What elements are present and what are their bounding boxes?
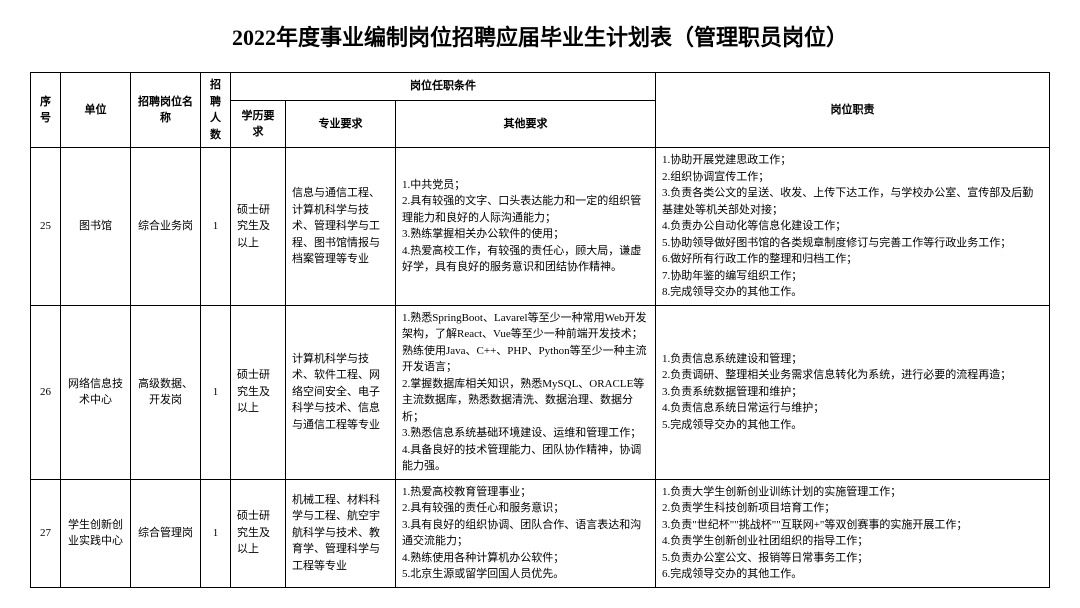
cell-other: 1.熟悉SpringBoot、Lavarel等至少一种常用Web开发架构，了解R… (396, 305, 656, 479)
cell-major: 计算机科学与技术、软件工程、网络空间安全、电子科学与技术、信息与通信工程等专业 (286, 305, 396, 479)
header-position: 招聘岗位名称 (131, 73, 201, 148)
list-item: 1.中共党员； (402, 177, 649, 194)
cell-major: 信息与通信工程、计算机科学与技术、管理科学与工程、图书馆情报与档案管理等专业 (286, 148, 396, 306)
cell-count: 1 (201, 479, 231, 587)
cell-unit: 学生创新创业实践中心 (61, 479, 131, 587)
cell-major: 机械工程、材料科学与工程、航空宇航科学与技术、教育学、管理科学与工程等专业 (286, 479, 396, 587)
cell-duty: 1.协助开展党建思政工作；2.组织协调宣传工作；3.负责各类公文的呈送、收发、上… (656, 148, 1050, 306)
list-item: 3.具有良好的组织协调、团队合作、语言表达和沟通交流能力； (402, 517, 649, 550)
cell-other: 1.热爱高校教育管理事业；2.具有较强的责任心和服务意识；3.具有良好的组织协调… (396, 479, 656, 587)
list-item: 8.完成领导交办的其他工作。 (662, 284, 1043, 301)
cell-duty: 1.负责大学生创新创业训练计划的实施管理工作；2.负责学生科技创新项目培育工作；… (656, 479, 1050, 587)
cell-seq: 26 (31, 305, 61, 479)
header-other: 其他要求 (396, 101, 656, 148)
list-item: 5.负责办公室公文、报销等日常事务工作； (662, 550, 1043, 567)
list-item: 3.熟悉信息系统基础环境建设、运维和管理工作； (402, 425, 649, 442)
list-item: 6.完成领导交办的其他工作。 (662, 566, 1043, 583)
table-row: 27学生创新创业实践中心综合管理岗1硕士研究生及以上机械工程、材料科学与工程、航… (31, 479, 1050, 587)
table-row: 26网络信息技术中心高级数据、开发岗1硕士研究生及以上计算机科学与技术、软件工程… (31, 305, 1050, 479)
header-duty: 岗位职责 (656, 73, 1050, 148)
list-item: 6.做好所有行政工作的整理和归档工作； (662, 251, 1043, 268)
cell-duty: 1.负责信息系统建设和管理；2.负责调研、整理相关业务需求信息转化为系统，进行必… (656, 305, 1050, 479)
list-item: 2.掌握数据库相关知识，熟悉MySQL、ORACLE等主流数据库，熟悉数据清洗、… (402, 376, 649, 426)
list-item: 4.负责学生创新创业社团组织的指导工作； (662, 533, 1043, 550)
list-item: 2.组织协调宣传工作； (662, 169, 1043, 186)
list-item: 3.负责各类公文的呈送、收发、上传下达工作，与学校办公室、宣传部及后勤基建处等机… (662, 185, 1043, 218)
list-item: 7.协助年鉴的编写组织工作； (662, 268, 1043, 285)
cell-position: 综合管理岗 (131, 479, 201, 587)
list-item: 5.完成领导交办的其他工作。 (662, 417, 1043, 434)
list-item: 3.负责"世纪杯""挑战杯""互联网+"等双创赛事的实施开展工作； (662, 517, 1043, 534)
list-item: 1.负责信息系统建设和管理； (662, 351, 1043, 368)
list-item: 2.具有较强的责任心和服务意识； (402, 500, 649, 517)
list-item: 4.具备良好的技术管理能力、团队协作精神，协调能力强。 (402, 442, 649, 475)
header-unit: 单位 (61, 73, 131, 148)
header-conditions-group: 岗位任职条件 (231, 73, 656, 101)
header-seq: 序号 (31, 73, 61, 148)
cell-unit: 图书馆 (61, 148, 131, 306)
header-major: 专业要求 (286, 101, 396, 148)
header-edu: 学历要求 (231, 101, 286, 148)
cell-seq: 25 (31, 148, 61, 306)
list-item: 4.热爱高校工作，有较强的责任心，顾大局，谦虚好学，具有良好的服务意识和团结协作… (402, 243, 649, 276)
cell-edu: 硕士研究生及以上 (231, 148, 286, 306)
cell-other: 1.中共党员；2.具有较强的文字、口头表达能力和一定的组织管理能力和良好的人际沟… (396, 148, 656, 306)
list-item: 1.熟悉SpringBoot、Lavarel等至少一种常用Web开发架构，了解R… (402, 310, 649, 376)
list-item: 3.负责系统数据管理和维护； (662, 384, 1043, 401)
list-item: 1.协助开展党建思政工作； (662, 152, 1043, 169)
list-item: 1.热爱高校教育管理事业； (402, 484, 649, 501)
list-item: 2.负责学生科技创新项目培育工作； (662, 500, 1043, 517)
cell-count: 1 (201, 305, 231, 479)
table-row: 25图书馆综合业务岗1硕士研究生及以上信息与通信工程、计算机科学与技术、管理科学… (31, 148, 1050, 306)
list-item: 4.熟练使用各种计算机办公软件； (402, 550, 649, 567)
list-item: 2.具有较强的文字、口头表达能力和一定的组织管理能力和良好的人际沟通能力； (402, 193, 649, 226)
cell-position: 高级数据、开发岗 (131, 305, 201, 479)
list-item: 5.北京生源或留学回国人员优先。 (402, 566, 649, 583)
cell-count: 1 (201, 148, 231, 306)
cell-edu: 硕士研究生及以上 (231, 479, 286, 587)
list-item: 1.负责大学生创新创业训练计划的实施管理工作； (662, 484, 1043, 501)
recruitment-table: 序号 单位 招聘岗位名称 招聘人数 岗位任职条件 岗位职责 学历要求 专业要求 … (30, 72, 1050, 588)
list-item: 5.协助领导做好图书馆的各类规章制度修订与完善工作等行政业务工作； (662, 235, 1043, 252)
list-item: 4.负责信息系统日常运行与维护； (662, 400, 1043, 417)
list-item: 2.负责调研、整理相关业务需求信息转化为系统，进行必要的流程再造； (662, 367, 1043, 384)
cell-position: 综合业务岗 (131, 148, 201, 306)
cell-edu: 硕士研究生及以上 (231, 305, 286, 479)
list-item: 3.熟练掌握相关办公软件的使用； (402, 226, 649, 243)
cell-unit: 网络信息技术中心 (61, 305, 131, 479)
cell-seq: 27 (31, 479, 61, 587)
list-item: 4.负责办公自动化等信息化建设工作； (662, 218, 1043, 235)
page-title: 2022年度事业编制岗位招聘应届毕业生计划表（管理职员岗位） (30, 20, 1050, 52)
header-count: 招聘人数 (201, 73, 231, 148)
